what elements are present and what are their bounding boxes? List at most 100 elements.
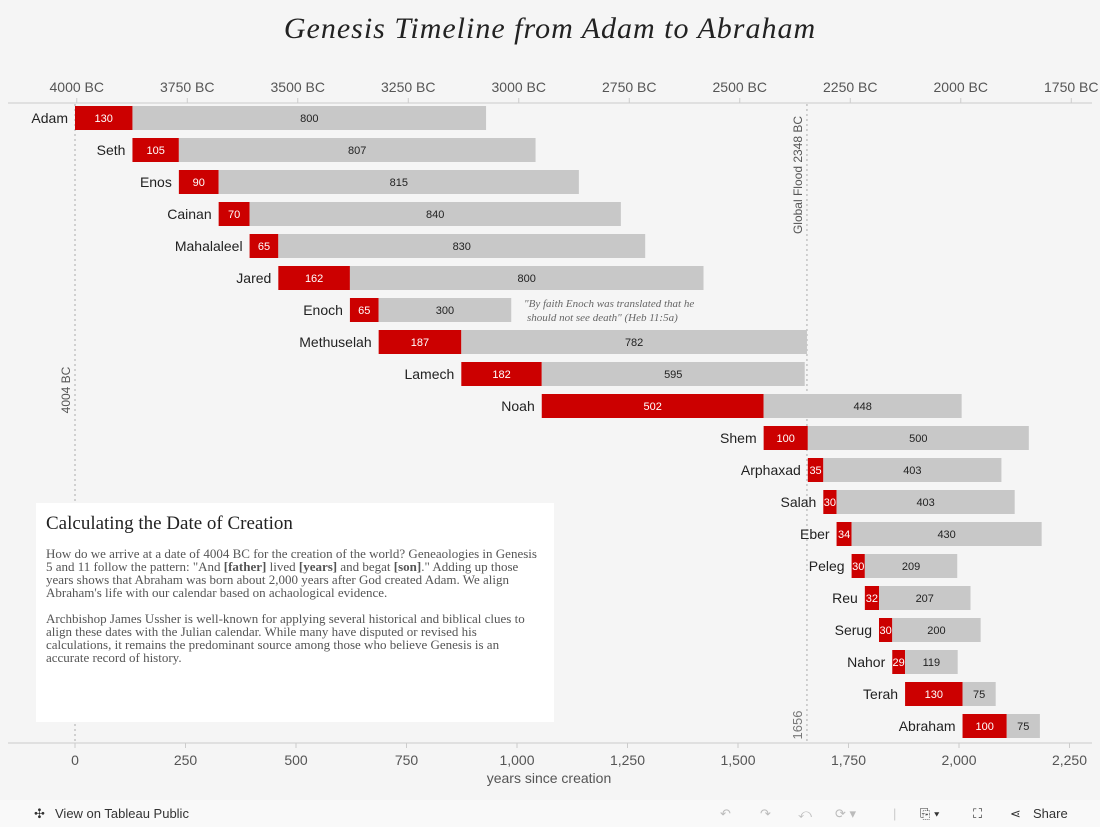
- bar-segment-remaining: [178, 138, 536, 162]
- reference-line-label: Global Flood 2348 BC: [791, 116, 805, 234]
- bar-segment-remaining: [249, 202, 621, 226]
- x-axis-label: 1,250: [610, 752, 645, 768]
- text: ." Adding up those years shows that Abra…: [46, 559, 519, 600]
- row-label: Reu: [832, 590, 858, 606]
- bar-label-remaining: 840: [426, 209, 444, 221]
- bar-segment-remaining: [823, 458, 1002, 482]
- bar-label-remaining: 807: [348, 145, 366, 157]
- bar-segment-before-son: [541, 394, 764, 418]
- row-label: Methuselah: [299, 334, 371, 350]
- top-axis-label: 3750 BC: [160, 79, 214, 95]
- bar-label-remaining: 830: [453, 241, 471, 253]
- row-label: Abraham: [899, 718, 956, 734]
- top-axis-label: 3250 BC: [381, 79, 435, 95]
- row-label: Mahalaleel: [175, 238, 243, 254]
- x-axis-label: 250: [174, 752, 198, 768]
- redo-icon[interactable]: ↷: [760, 806, 771, 821]
- row-label: Nahor: [847, 654, 885, 670]
- bar-segment-remaining: [892, 618, 981, 642]
- info-heading: Calculating the Date of Creation: [46, 513, 293, 534]
- bar-label-before: 162: [305, 273, 323, 285]
- info-box: Calculating the Date of Creation How do …: [36, 503, 554, 722]
- row-label: Cainan: [167, 206, 211, 222]
- bar-segment-before-son: [75, 106, 133, 130]
- download-icon[interactable]: ⎘ ▾: [920, 806, 940, 821]
- revert-icon[interactable]: ⤺: [798, 806, 812, 821]
- text: [son]: [393, 559, 422, 574]
- view-on-tableau-link[interactable]: View on Tableau Public: [55, 806, 189, 821]
- bar-label-before: 100: [777, 433, 795, 445]
- bar-segment-remaining: [541, 362, 805, 386]
- top-axis-label: 1750 BC: [1044, 79, 1098, 95]
- bar-segment-remaining: [962, 682, 996, 706]
- top-axis-label: 2750 BC: [602, 79, 656, 95]
- row-label: Salah: [780, 494, 816, 510]
- bar-label-before: 30: [880, 625, 892, 637]
- bar-label-remaining: 430: [937, 529, 955, 541]
- bar-segment-before-son: [178, 170, 219, 194]
- bar-label-remaining: 782: [625, 337, 643, 349]
- bar-label-before: 34: [838, 529, 850, 541]
- divider: |: [893, 806, 897, 821]
- bar-label-before: 70: [228, 209, 240, 221]
- bar-segment-remaining: [905, 650, 958, 674]
- top-axis-label: 2250 BC: [823, 79, 877, 95]
- info-paragraph-1: How do we arrive at a date of 4004 BC fo…: [46, 547, 544, 599]
- bar-segment-remaining: [349, 266, 704, 290]
- bar-label-before: 30: [852, 561, 864, 573]
- x-axis-label: 2,000: [941, 752, 976, 768]
- bar-segment-remaining: [132, 106, 487, 130]
- bar-label-before: 32: [866, 593, 878, 605]
- bar-segment-before-son: [864, 586, 879, 610]
- undo-icon[interactable]: ↶: [720, 806, 731, 821]
- row-label: Peleg: [809, 558, 845, 574]
- bar-segment-remaining: [864, 554, 958, 578]
- bar-segment-before-son: [349, 298, 379, 322]
- x-axis-label: 2,250: [1052, 752, 1087, 768]
- text: [years]: [298, 559, 338, 574]
- top-axis-label: 2000 BC: [934, 79, 988, 95]
- share-button[interactable]: Share: [1033, 806, 1068, 821]
- fullscreen-icon[interactable]: ⛶: [973, 806, 983, 821]
- bar-segment-remaining: [278, 234, 646, 258]
- row-label: Terah: [863, 686, 898, 702]
- row-label: Serug: [835, 622, 872, 638]
- bar-segment-remaining: [1006, 714, 1040, 738]
- bar-label-remaining: 403: [903, 465, 921, 477]
- row-label: Arphaxad: [741, 462, 801, 478]
- share-icon[interactable]: ⋖: [1010, 806, 1021, 821]
- bar-segment-before-son: [807, 458, 824, 482]
- row-label: Enos: [140, 174, 172, 190]
- refresh-icon[interactable]: ⟳ ▾: [835, 806, 857, 821]
- tableau-toolbar: ✣ View on Tableau Public ↶ ↷ ⤺ ⟳ ▾ | ⎘ ▾…: [0, 800, 1100, 827]
- bar-label-before: 29: [893, 657, 905, 669]
- info-paragraph-2: Archbishop James Ussher is well-known fo…: [46, 611, 525, 665]
- bar-segment-remaining: [218, 170, 579, 194]
- bar-label-remaining: 75: [1017, 721, 1029, 733]
- top-axis-label: 4000 BC: [50, 79, 104, 95]
- row-label: Jared: [236, 270, 271, 286]
- bar-segment-remaining: [378, 298, 512, 322]
- bar-label-before: 182: [492, 369, 510, 381]
- bar-label-remaining: 207: [916, 593, 934, 605]
- bar-segment-before-son: [851, 554, 865, 578]
- reference-line-label: 4004 BC: [59, 366, 73, 413]
- bar-label-before: 30: [824, 497, 836, 509]
- bar-label-before: 187: [411, 337, 429, 349]
- text: and begat: [337, 559, 394, 574]
- chart-title: Genesis Timeline from Adam to Abraham: [283, 12, 817, 45]
- bar-label-before: 105: [146, 145, 164, 157]
- gantt-chart: 4000 BC 3750 BC 3500 BC 3250 BC 3000 BC 2750 …: [8, 79, 1099, 786]
- x-axis-label: 1,500: [720, 752, 755, 768]
- bar-label-remaining: 595: [664, 369, 682, 381]
- bar-label-remaining: 800: [518, 273, 536, 285]
- bar-segment-before-son: [378, 330, 462, 354]
- bar-label-remaining: 75: [973, 689, 985, 701]
- bar-segment-remaining: [807, 426, 1029, 450]
- annotation-text: should not see death" (Heb 11:5a): [527, 312, 678, 324]
- bar-label-before: 65: [258, 241, 270, 253]
- bar-label-before: 130: [925, 689, 943, 701]
- text: How do we arrive at a date of 4004 BC fo…: [46, 546, 537, 574]
- text: [father]: [223, 559, 267, 574]
- bar-label-remaining: 300: [436, 305, 454, 317]
